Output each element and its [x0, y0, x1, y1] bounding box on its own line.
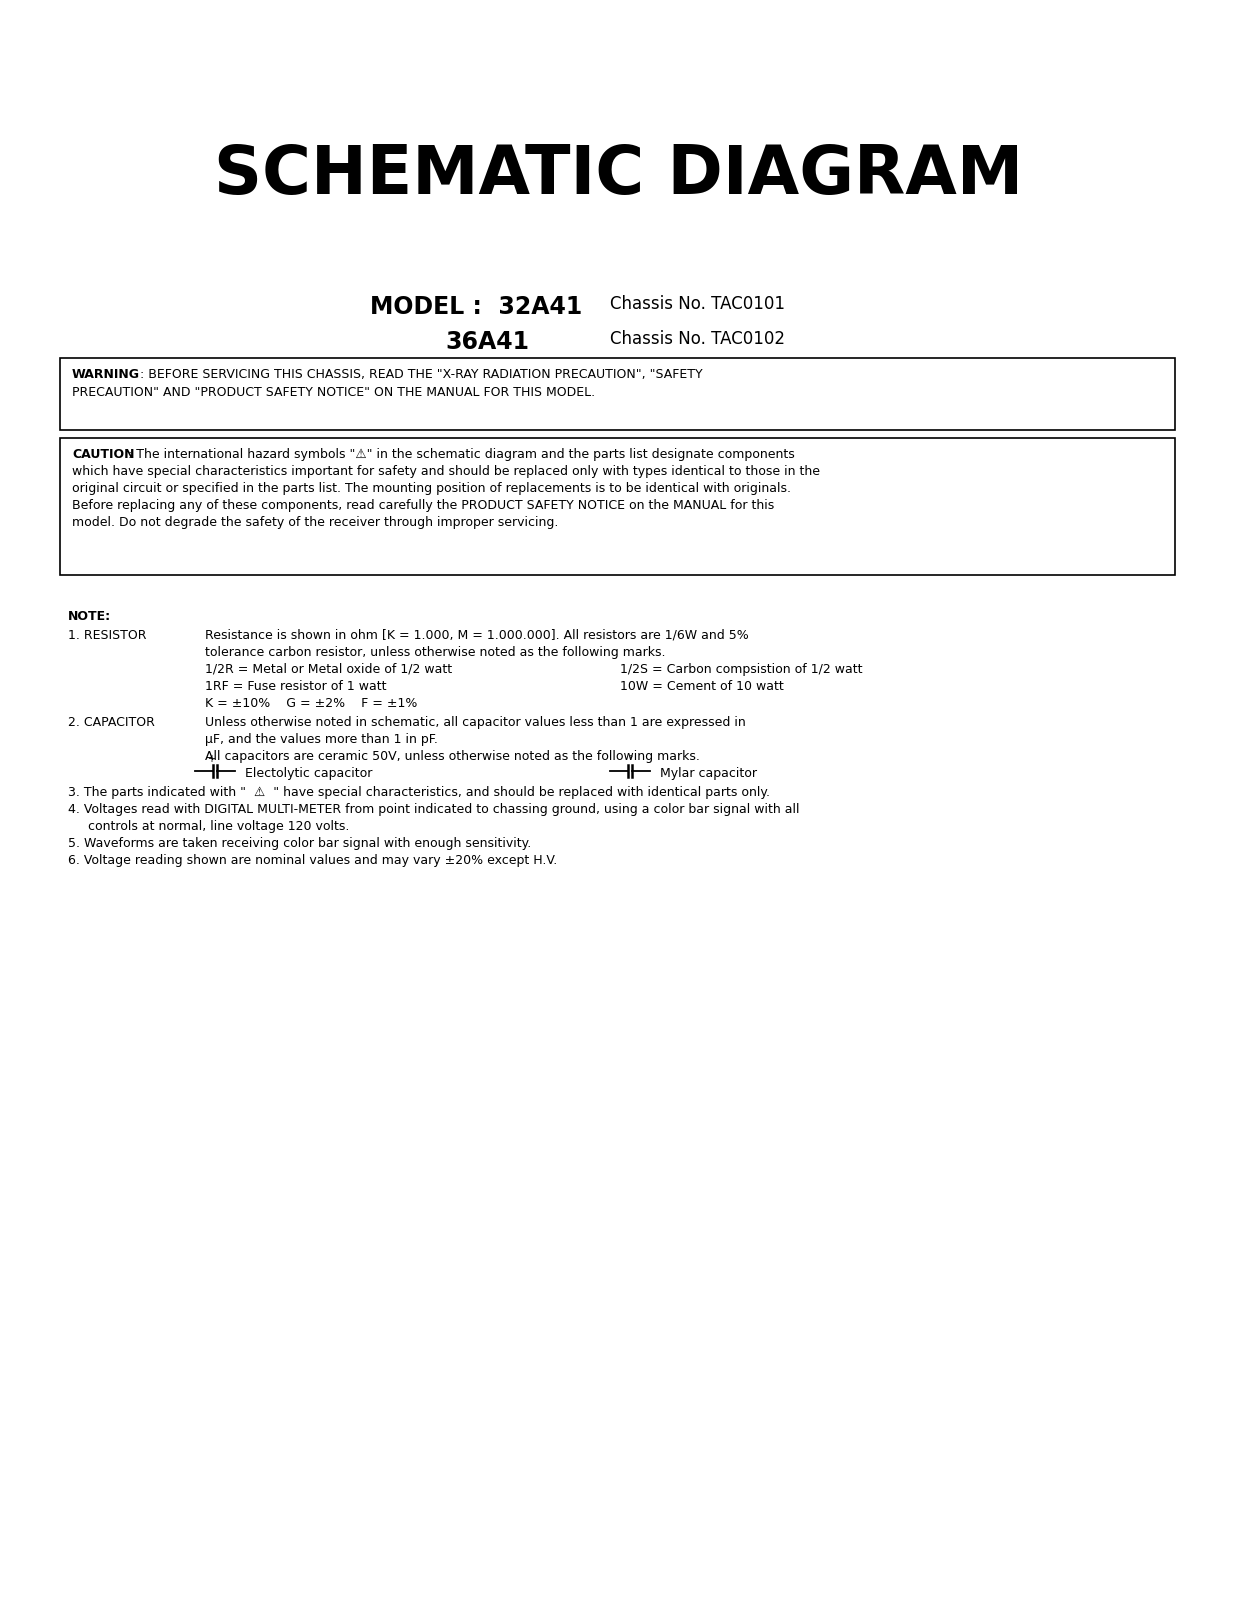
Text: original circuit or specified in the parts list. The mounting position of replac: original circuit or specified in the par… [72, 482, 790, 494]
Text: 1/2S = Carbon compsistion of 1/2 watt: 1/2S = Carbon compsistion of 1/2 watt [620, 662, 862, 675]
Text: °: ° [628, 755, 632, 765]
Text: WARNING: WARNING [72, 368, 140, 381]
Text: Chassis No. TAC0102: Chassis No. TAC0102 [610, 330, 785, 349]
Text: 4. Voltages read with DIGITAL MULTI-METER from point indicated to chassing groun: 4. Voltages read with DIGITAL MULTI-METE… [68, 803, 799, 816]
Text: : BEFORE SERVICING THIS CHASSIS, READ THE "X-RAY RADIATION PRECAUTION", "SAFETY: : BEFORE SERVICING THIS CHASSIS, READ TH… [140, 368, 703, 381]
Text: CAUTION: CAUTION [72, 448, 135, 461]
Text: 10W = Cement of 10 watt: 10W = Cement of 10 watt [620, 680, 784, 693]
Text: NOTE:: NOTE: [68, 610, 111, 622]
Text: model. Do not degrade the safety of the receiver through improper servicing.: model. Do not degrade the safety of the … [72, 515, 558, 530]
Text: Before replacing any of these components, read carefully the PRODUCT SAFETY NOTI: Before replacing any of these components… [72, 499, 774, 512]
Text: 1. RESISTOR: 1. RESISTOR [68, 629, 146, 642]
Text: 5. Waveforms are taken receiving color bar signal with enough sensitivity.: 5. Waveforms are taken receiving color b… [68, 837, 531, 850]
Text: tolerance carbon resistor, unless otherwise noted as the following marks.: tolerance carbon resistor, unless otherw… [205, 646, 666, 659]
Text: +: + [207, 754, 215, 765]
Text: SCHEMATIC DIAGRAM: SCHEMATIC DIAGRAM [214, 142, 1023, 208]
Text: 1/2R = Metal or Metal oxide of 1/2 watt: 1/2R = Metal or Metal oxide of 1/2 watt [205, 662, 453, 675]
Text: Mylar capacitor: Mylar capacitor [661, 766, 757, 781]
Text: which have special characteristics important for safety and should be replaced o: which have special characteristics impor… [72, 466, 820, 478]
Text: 1RF = Fuse resistor of 1 watt: 1RF = Fuse resistor of 1 watt [205, 680, 386, 693]
Text: 2. CAPACITOR: 2. CAPACITOR [68, 717, 155, 730]
Text: PRECAUTION" AND "PRODUCT SAFETY NOTICE" ON THE MANUAL FOR THIS MODEL.: PRECAUTION" AND "PRODUCT SAFETY NOTICE" … [72, 386, 595, 398]
Text: Unless otherwise noted in schematic, all capacitor values less than 1 are expres: Unless otherwise noted in schematic, all… [205, 717, 746, 730]
Text: 3. The parts indicated with "  ⚠  " have special characteristics, and should be : 3. The parts indicated with " ⚠ " have s… [68, 786, 769, 798]
Text: 36A41: 36A41 [445, 330, 529, 354]
Text: Electolytic capacitor: Electolytic capacitor [245, 766, 372, 781]
Text: 6. Voltage reading shown are nominal values and may vary ±20% except H.V.: 6. Voltage reading shown are nominal val… [68, 854, 557, 867]
Text: μF, and the values more than 1 in pF.: μF, and the values more than 1 in pF. [205, 733, 438, 746]
Text: Chassis No. TAC0101: Chassis No. TAC0101 [610, 294, 785, 314]
Text: K = ±10%    G = ±2%    F = ±1%: K = ±10% G = ±2% F = ±1% [205, 698, 417, 710]
Text: All capacitors are ceramic 50V, unless otherwise noted as the following marks.: All capacitors are ceramic 50V, unless o… [205, 750, 700, 763]
Text: : The international hazard symbols "⚠" in the schematic diagram and the parts li: : The international hazard symbols "⚠" i… [127, 448, 794, 461]
Text: controls at normal, line voltage 120 volts.: controls at normal, line voltage 120 vol… [88, 819, 349, 834]
Text: Resistance is shown in ohm [K = 1.000, M = 1.000.000]. All resistors are 1/6W an: Resistance is shown in ohm [K = 1.000, M… [205, 629, 748, 642]
Text: MODEL :  32A41: MODEL : 32A41 [370, 294, 583, 318]
